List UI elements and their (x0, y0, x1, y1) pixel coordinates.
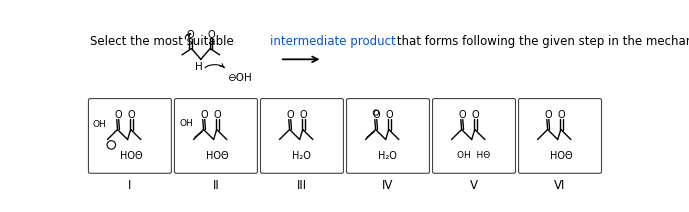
Text: O: O (544, 110, 552, 120)
Text: O: O (200, 110, 208, 120)
Text: III: III (297, 179, 307, 192)
Text: H: H (194, 62, 203, 72)
FancyBboxPatch shape (260, 99, 343, 173)
Text: O: O (127, 110, 135, 120)
Text: OH: OH (93, 120, 107, 129)
FancyBboxPatch shape (347, 99, 429, 173)
Text: O: O (372, 110, 380, 120)
Text: OH  HΘ: OH HΘ (457, 152, 490, 160)
Text: Select the most suitable: Select the most suitable (90, 35, 238, 48)
Text: HOΘ: HOΘ (551, 151, 573, 161)
Text: O: O (207, 31, 215, 40)
Text: O: O (214, 110, 221, 120)
Text: H₂O: H₂O (291, 151, 311, 161)
FancyBboxPatch shape (433, 99, 515, 173)
Text: V: V (470, 179, 478, 192)
Text: O: O (471, 110, 479, 120)
Text: intermediate product: intermediate product (270, 35, 396, 48)
Text: IV: IV (382, 179, 393, 192)
FancyBboxPatch shape (519, 99, 601, 173)
FancyBboxPatch shape (88, 99, 172, 173)
Text: II: II (213, 179, 219, 192)
Text: VI: VI (555, 179, 566, 192)
FancyBboxPatch shape (174, 99, 258, 173)
Text: O: O (286, 110, 294, 120)
Text: O: O (458, 110, 466, 120)
Text: O: O (299, 110, 307, 120)
Text: that forms following the given step in the mechanism:: that forms following the given step in t… (393, 35, 689, 48)
Text: O: O (557, 110, 565, 120)
Text: O: O (114, 110, 122, 120)
Text: ⊖OH: ⊖OH (227, 73, 252, 83)
Text: O: O (385, 110, 393, 120)
Text: HOΘ: HOΘ (120, 151, 143, 161)
Text: H₂O: H₂O (378, 151, 397, 161)
Text: OH: OH (180, 119, 194, 128)
Text: HOΘ: HOΘ (206, 151, 229, 161)
Text: I: I (128, 179, 132, 192)
Text: O: O (187, 31, 194, 40)
